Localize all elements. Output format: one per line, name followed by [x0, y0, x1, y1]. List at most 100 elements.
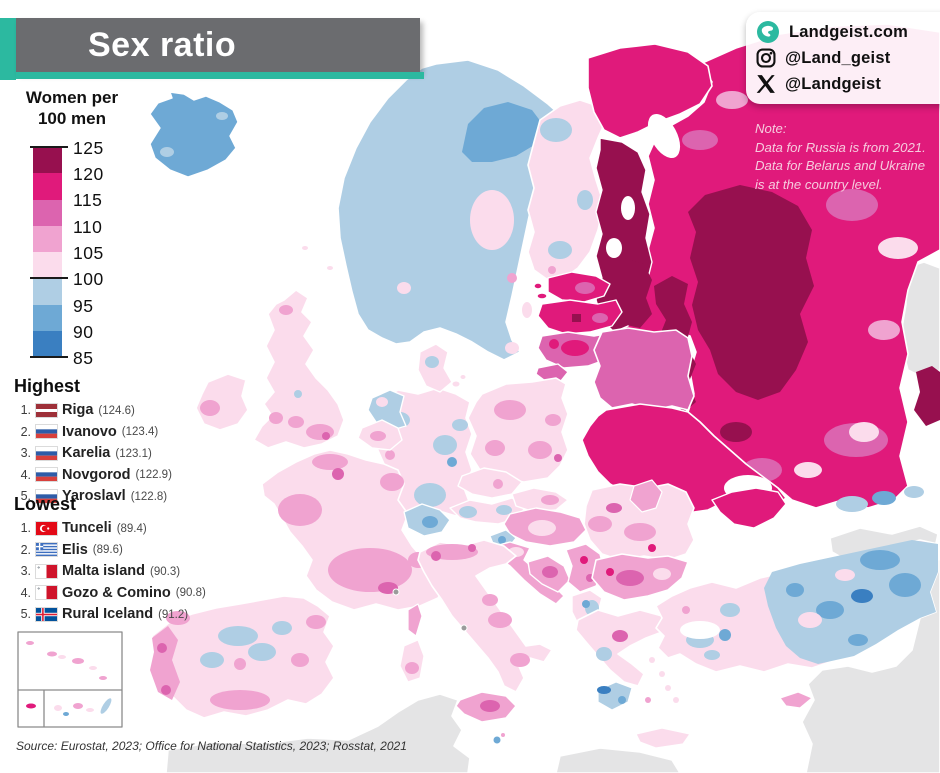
map-patches-scandinavia	[397, 102, 544, 354]
inset-azores	[26, 641, 107, 680]
title-bar: Sex ratio	[16, 18, 420, 72]
map-region-portugal	[150, 626, 180, 700]
iceland-flag-icon	[35, 606, 58, 622]
list-item: 5. Yaroslavl (122.8)	[20, 488, 168, 504]
highest-list: Highest 1. Riga (124.6) 2. Ivanovo (123.…	[14, 376, 239, 510]
map-region-sardinia	[399, 639, 425, 683]
legend-swatch	[33, 278, 62, 305]
list-item: 1. Riga (124.6)	[20, 402, 135, 418]
map-patches-italy	[426, 544, 530, 667]
map-region-austria	[449, 497, 527, 525]
map-region-turkey	[655, 539, 939, 673]
greece-flag-icon	[35, 542, 58, 557]
sea-of-marmara	[680, 621, 720, 639]
legend-swatch	[33, 330, 62, 357]
instagram-icon	[756, 48, 776, 68]
map-region-bulgaria	[591, 553, 689, 601]
legend-color-scale	[33, 147, 62, 357]
instagram-handle[interactable]: @Land_geist	[785, 48, 891, 67]
branding-box: Landgeist.com @Land_geist @Landgeist	[746, 12, 940, 104]
russia-flag-icon	[35, 467, 58, 482]
map-patches-finland	[540, 118, 593, 274]
white-sea-and-lakes	[606, 113, 681, 258]
list-item: 4. Gozo & Comino (90.8)	[20, 584, 206, 601]
malta-flag-icon	[35, 563, 58, 579]
legend-tick-label: 85	[73, 348, 94, 368]
legend-tick-line	[30, 146, 68, 149]
source-citation: Source: Eurostat, 2023; Office for Natio…	[16, 739, 407, 753]
title-accent-bar	[0, 18, 16, 80]
map-region-turkey-east	[764, 540, 938, 664]
inset-canaries	[54, 698, 112, 716]
legend-title: Women per 100 men	[25, 88, 119, 128]
highest-heading: Highest	[14, 376, 81, 396]
map-region-netherlands	[367, 389, 407, 431]
map-region-poland	[467, 377, 569, 483]
map-region-elis	[597, 686, 611, 694]
map-patches-iberia	[150, 611, 326, 710]
x-twitter-icon	[756, 75, 775, 93]
map-region-moldova	[629, 479, 663, 513]
legend-tick-label: 120	[73, 164, 104, 184]
map-region-slovakia	[511, 487, 569, 513]
branding-site-row[interactable]: Landgeist.com	[756, 19, 940, 45]
latvia-flag-icon	[35, 402, 58, 418]
map-region-kola	[587, 43, 713, 139]
legend-tick-label: 125	[73, 138, 104, 158]
map-dot-malta	[493, 736, 501, 744]
map-region-shetland	[327, 266, 333, 270]
branding-instagram-row[interactable]: @Land_geist	[756, 45, 940, 71]
site-url[interactable]: Landgeist.com	[789, 22, 909, 41]
malta-flag-icon	[35, 585, 58, 600]
map-region-switzerland	[403, 503, 451, 537]
russia-flag-icon	[35, 445, 58, 461]
list-item: 2. Ivanovo (123.4)	[20, 423, 159, 440]
map-region-iceland	[149, 91, 239, 178]
map-region-finland	[527, 99, 607, 281]
map-region-belgium	[357, 419, 403, 451]
list-item: 5. Rural Iceland (91.2)	[20, 606, 189, 622]
legend-swatch	[33, 304, 62, 331]
list-item: 3. Malta island (90.3)	[20, 563, 181, 579]
legend-tick-line	[30, 277, 68, 280]
twitter-handle[interactable]: @Landgeist	[785, 74, 882, 93]
list-item: 2. Elis (89.6)	[20, 541, 123, 558]
map-dot-vatican	[460, 624, 468, 632]
map-region-crete	[635, 727, 691, 749]
map-patches-romania	[588, 503, 656, 552]
map-patches-uk	[269, 305, 334, 440]
legend-tick-label: 100	[73, 269, 104, 289]
map-region-ireland	[195, 373, 249, 431]
title-underline	[16, 72, 424, 79]
list-item: 1. Tunceli (89.4)	[20, 520, 147, 536]
islands-inset	[17, 631, 123, 728]
map-region-uk	[253, 246, 345, 449]
lowest-heading: Lowest	[14, 494, 77, 514]
legend-swatch	[33, 199, 62, 226]
lowest-list: Lowest 1. Tunceli (89.4) 2. Elis (89.6) …	[14, 494, 239, 628]
map-region-italy	[417, 539, 553, 744]
aegean-islands	[645, 657, 679, 703]
map-patches-poland	[485, 400, 562, 462]
russia-flag-icon	[35, 488, 58, 504]
branding-twitter-row[interactable]: @Landgeist	[756, 71, 940, 97]
legend-swatch	[33, 173, 62, 200]
legend-tick-label: 95	[73, 296, 94, 316]
map-region-romania	[583, 479, 695, 561]
map-region-belarus	[593, 327, 695, 411]
map-region-corsica	[407, 603, 423, 637]
map-region-riga	[572, 314, 581, 322]
russia-flag-icon	[35, 424, 58, 439]
legend-tick-label: 90	[73, 322, 94, 342]
legend-tick-label: 105	[73, 243, 104, 263]
map-region-cyprus	[779, 691, 813, 709]
map-dot-monaco	[392, 588, 400, 596]
list-item: 4. Novgorod (122.9)	[20, 466, 172, 483]
map-region-bosnia	[527, 555, 571, 593]
map-region-denmark	[417, 343, 467, 393]
map-region-faroe	[302, 246, 308, 250]
inset-madeira	[26, 703, 36, 709]
page-title: Sex ratio	[88, 25, 237, 64]
